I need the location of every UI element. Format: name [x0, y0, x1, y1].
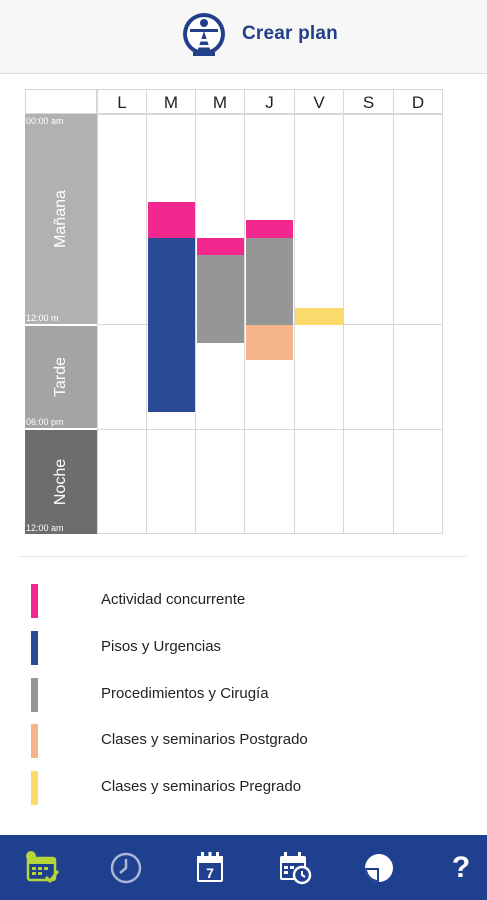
slot-j-night[interactable]	[244, 429, 295, 534]
period-afternoon-end: 06:00 pm	[26, 417, 64, 427]
legend-item-postgrad: Clases y seminarios Postgrado	[31, 724, 451, 758]
legend-item-concurrent: Actividad concurrente	[31, 584, 451, 618]
activity-block-concurrent-wednesday[interactable]	[197, 238, 244, 255]
nav-stats-button[interactable]	[359, 848, 399, 888]
slot-d-afternoon[interactable]	[393, 324, 443, 430]
period-night-end: 12:00 am	[26, 523, 64, 533]
calendar-check-icon	[26, 851, 60, 884]
legend-swatch-procedures	[31, 678, 38, 712]
nav-schedule-button[interactable]	[275, 848, 315, 888]
clock-icon	[110, 852, 142, 884]
day-header-sunday: D	[393, 89, 443, 114]
activity-block-undergrad-friday[interactable]	[295, 308, 343, 325]
activity-block-postgrad-thursday[interactable]	[246, 325, 293, 360]
day-header-saturday: S	[343, 89, 394, 114]
activity-block-concurrent-thursday[interactable]	[246, 220, 293, 238]
legend-swatch-concurrent	[31, 584, 38, 618]
period-morning-end: 12:00 m	[26, 313, 59, 323]
calendar-clock-icon	[280, 852, 312, 885]
legend-item-procedures: Procedimientos y Cirugía	[31, 678, 451, 712]
calendar-day-icon: 7	[197, 852, 223, 882]
legend-swatch-undergrad	[31, 771, 38, 805]
slot-v-night[interactable]	[294, 429, 344, 534]
slot-v-afternoon[interactable]	[294, 324, 344, 430]
pie-chart-icon	[365, 854, 393, 882]
legend-divider	[20, 556, 467, 557]
legend-swatch-floors	[31, 631, 38, 665]
nav-plan-button[interactable]	[22, 848, 62, 888]
calendar-day-number: 7	[206, 865, 214, 881]
grid-corner	[25, 89, 97, 114]
slot-v-morning[interactable]	[294, 114, 344, 325]
day-header-thursday: J	[244, 89, 295, 114]
activity-block-floors-tuesday[interactable]	[148, 238, 195, 412]
period-morning-start: 00:00 am	[26, 116, 64, 126]
slot-l-afternoon[interactable]	[97, 324, 147, 430]
period-morning-label: Mañana	[52, 190, 69, 248]
period-morning: 00:00 am Mañana 12:00 m	[25, 114, 97, 324]
day-header-wednesday: M	[195, 89, 245, 114]
help-icon: ?	[451, 851, 471, 884]
slot-s-afternoon[interactable]	[343, 324, 394, 430]
slot-d-morning[interactable]	[393, 114, 443, 325]
bottom-nav: 7 ?	[0, 835, 487, 900]
period-afternoon-label: Tarde	[52, 356, 69, 398]
nav-day-button[interactable]: 7	[190, 848, 230, 888]
app-header: Crear plan	[0, 0, 487, 74]
slot-d-night[interactable]	[393, 429, 443, 534]
legend-item-floors: Pisos y Urgencias	[31, 631, 451, 665]
schedule-grid: L M M J V S D 00:00 am Mañana 12:00 m Ta…	[25, 89, 443, 534]
activity-block-procedures-wednesday[interactable]	[197, 255, 244, 343]
slot-l-night[interactable]	[97, 429, 147, 534]
day-header-monday: L	[97, 89, 147, 114]
slot-s-night[interactable]	[343, 429, 394, 534]
legend-swatch-postgrad	[31, 724, 38, 758]
nav-clock-button[interactable]	[106, 848, 146, 888]
day-header-tuesday: M	[146, 89, 196, 114]
legend-item-undergrad: Clases y seminarios Pregrado	[31, 771, 451, 805]
legend-label-postgrad: Clases y seminarios Postgrado	[101, 731, 308, 748]
day-header-friday: V	[294, 89, 344, 114]
legend-label-undergrad: Clases y seminarios Pregrado	[101, 778, 302, 795]
legend-label-concurrent: Actividad concurrente	[101, 591, 246, 608]
activity-block-concurrent-tuesday[interactable]	[148, 202, 195, 238]
legend-label-procedures: Procedimientos y Cirugía	[101, 685, 269, 702]
period-night-label: Noche	[52, 458, 69, 506]
legend-label-floors: Pisos y Urgencias	[101, 638, 222, 655]
page-title: Crear plan	[242, 23, 338, 44]
slot-l-morning[interactable]	[97, 114, 147, 325]
slot-m2-night[interactable]	[195, 429, 245, 534]
activity-block-procedures-thursday[interactable]	[246, 238, 293, 325]
nav-help-button[interactable]: ?	[441, 848, 481, 888]
period-afternoon: Tarde 06:00 pm	[25, 326, 97, 428]
institution-logo-icon	[183, 13, 225, 56]
slot-m1-night[interactable]	[146, 429, 196, 534]
period-night: Noche 12:00 am	[25, 430, 97, 534]
slot-s-morning[interactable]	[343, 114, 394, 325]
